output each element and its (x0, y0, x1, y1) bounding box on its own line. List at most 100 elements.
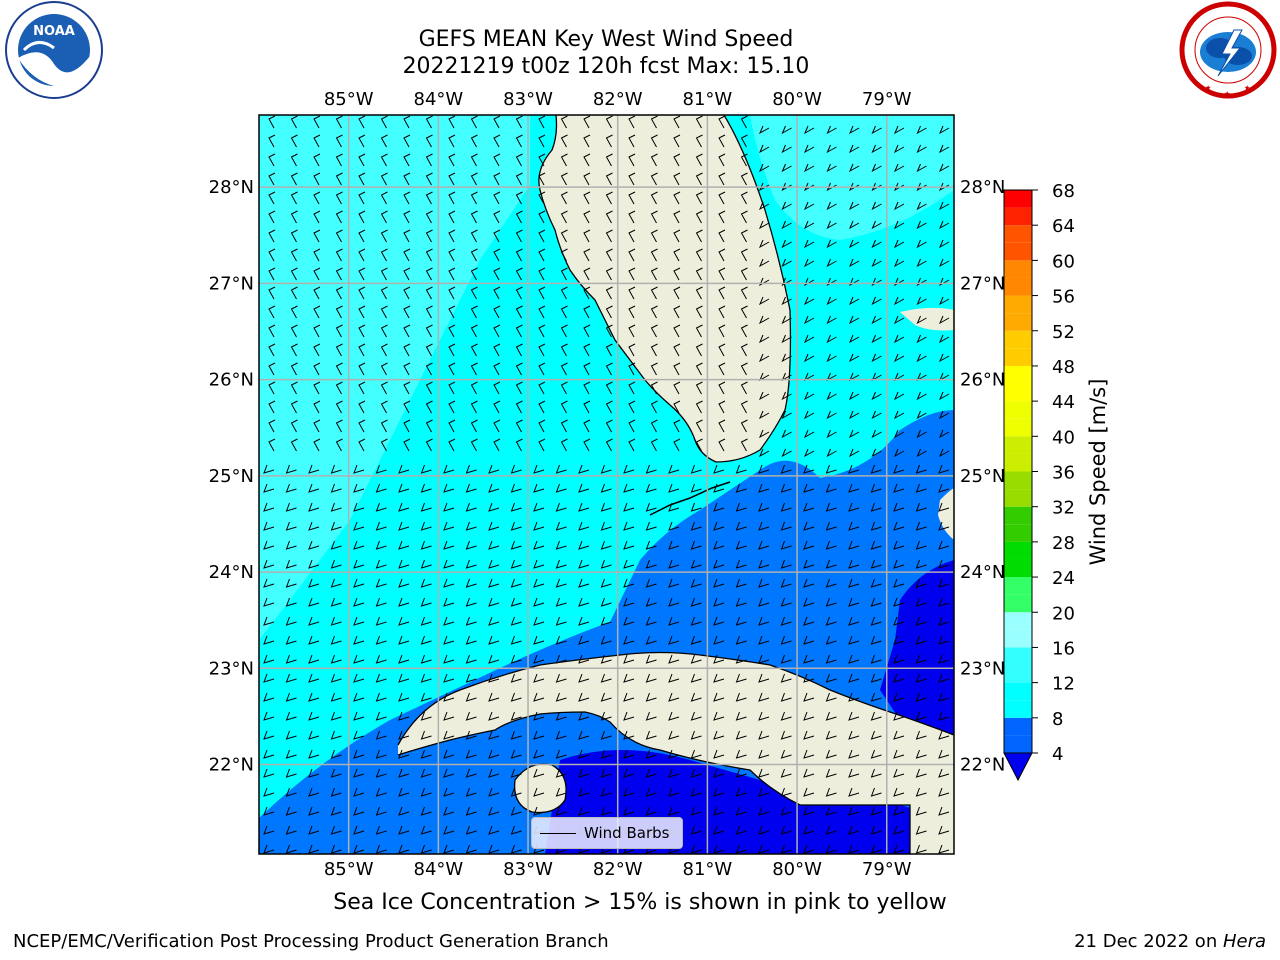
wind-barb (758, 711, 770, 721)
wind-barb (803, 749, 815, 759)
wind-barb (915, 673, 927, 683)
wind-barb (650, 115, 658, 129)
wind-barb (650, 400, 658, 414)
wind-barb (583, 400, 591, 414)
wind-barb (308, 540, 320, 550)
wind-barb (268, 229, 276, 243)
wind-barb (330, 673, 342, 683)
wind-barb (398, 654, 410, 664)
wind-barb (893, 410, 905, 420)
wind-barb (915, 806, 927, 816)
wind-barb (758, 844, 770, 854)
wind-barb (358, 343, 366, 357)
wind-barb (263, 578, 275, 588)
colorbar-tick-label: 68 (1052, 181, 1075, 202)
lat-tick-label: 25°N (209, 466, 254, 487)
wind-barb (398, 578, 410, 588)
wind-barb (938, 787, 950, 797)
wind-barb (398, 673, 410, 683)
lon-tick-label: 83°W (503, 89, 553, 110)
wind-barb (713, 521, 725, 531)
wind-barb (448, 248, 456, 262)
wind-barb (938, 692, 950, 702)
wind-barb (403, 229, 411, 243)
wind-barb (375, 768, 387, 778)
wind-barb (825, 749, 837, 759)
wind-barb (375, 483, 387, 493)
wind-barb (848, 768, 860, 778)
wind-barb (690, 483, 702, 493)
wind-barb (758, 559, 770, 569)
wind-barb (803, 163, 815, 173)
wind-barb (848, 258, 860, 268)
wind-barb (375, 597, 387, 607)
wind-barb (380, 362, 388, 376)
wind-barb (735, 730, 747, 740)
wind-barb (758, 144, 770, 154)
wind-barb (916, 201, 927, 211)
wind-barb (871, 220, 882, 230)
colorbar-label: Wind Speed [m/s] (1086, 379, 1110, 566)
wind-barb (510, 521, 522, 531)
wind-barb (826, 353, 837, 363)
wind-barb (313, 191, 321, 205)
wind-barb (803, 597, 815, 607)
wind-barb (555, 540, 567, 550)
wind-barb (780, 806, 792, 816)
wind-barb (870, 559, 882, 569)
wind-barb (420, 730, 432, 740)
wind-barb (560, 305, 568, 319)
wind-barb (803, 144, 815, 154)
wind-barb (358, 115, 366, 129)
wind-barb (380, 419, 388, 433)
wind-barb (313, 343, 321, 357)
wind-barb (353, 787, 365, 797)
wind-barb (668, 635, 680, 645)
wind-barb (645, 654, 657, 664)
wind-barb (533, 635, 545, 645)
wind-barb (583, 324, 591, 338)
wind-barb (650, 343, 658, 357)
wind-barb (915, 540, 927, 550)
wind-barb (848, 711, 860, 721)
wind-barb (826, 315, 837, 325)
wind-barb (538, 134, 546, 148)
wind-barb (781, 277, 792, 287)
coastlines (397, 115, 954, 854)
wind-barb (713, 464, 725, 474)
wind-barb (848, 201, 860, 211)
wind-barb (335, 400, 343, 414)
wind-barb (398, 768, 410, 778)
wind-barb (465, 768, 477, 778)
wind-barb (358, 400, 366, 414)
wind-barb (690, 692, 702, 702)
wind-barb (600, 483, 612, 493)
wind-barb (893, 429, 905, 439)
wind-barb (673, 305, 681, 319)
wind-barb (533, 464, 545, 474)
wind-barb (600, 654, 612, 664)
wind-speed-field (259, 115, 954, 854)
wind-barb (353, 464, 365, 474)
wind-barb (403, 381, 411, 395)
wind-barb (313, 419, 321, 433)
wind-barb (313, 248, 321, 262)
wind-barb (825, 540, 837, 550)
colorbar-segment (1004, 365, 1032, 384)
lon-tick-label: 84°W (414, 89, 464, 110)
wind-barb (645, 578, 657, 588)
wind-barb (290, 419, 298, 433)
wind-barb (803, 296, 815, 306)
wind-barb (470, 324, 478, 338)
wind-barb (420, 635, 432, 645)
wind-barb (938, 711, 950, 721)
wind-barb (915, 616, 927, 626)
wind-barb (825, 673, 837, 683)
wind-barb (803, 635, 815, 645)
wind-barb (781, 315, 792, 325)
noaa-logo-text: NOAA (33, 24, 75, 39)
wind-barb (938, 239, 950, 249)
wind-barb (668, 540, 680, 550)
wind-barb (538, 419, 546, 433)
